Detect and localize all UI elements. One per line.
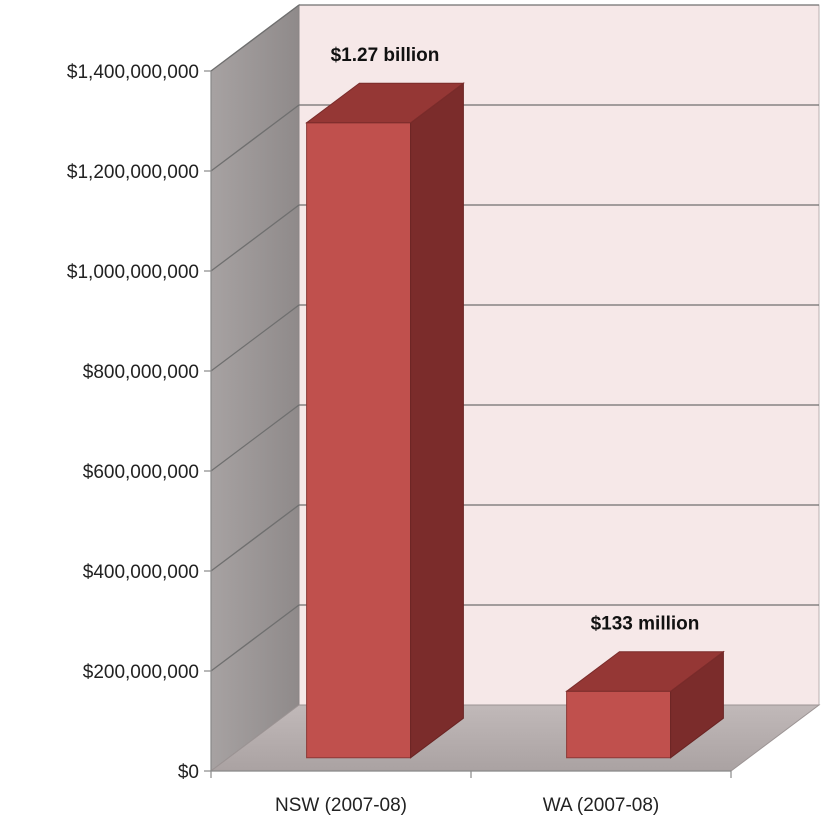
gridline-side-7	[210, 4, 300, 72]
y-tick-label: $1,000,000,000	[67, 262, 199, 283]
bar-0	[305, 82, 465, 759]
bar-side	[410, 82, 464, 759]
bar-front	[306, 122, 412, 759]
bar-1	[565, 650, 725, 759]
floor	[209, 704, 821, 772]
gridline-side-6	[210, 104, 300, 172]
data-label: $133 million	[591, 614, 700, 635]
bar-top	[565, 651, 725, 692]
bar-front	[566, 690, 672, 759]
side-wall	[210, 4, 300, 772]
y-tick-label: $400,000,000	[83, 562, 199, 583]
y-tick-label: $0	[178, 762, 199, 783]
data-label: $1.27 billion	[331, 45, 440, 66]
gridline-side-1	[210, 604, 300, 672]
chart-walls	[209, 4, 821, 772]
bar-top	[305, 82, 465, 124]
x-tick-label: NSW (2007-08)	[275, 795, 407, 816]
labels: $0 $200,000,000 $400,000,000 $600,000,000 $8…	[67, 45, 699, 816]
x-tick-label: WA (2007-08)	[543, 795, 660, 816]
y-tick-label: $800,000,000	[83, 362, 199, 383]
y-tick-label: $200,000,000	[83, 662, 199, 683]
y-tick-label: $1,200,000,000	[67, 162, 199, 183]
y-tick-label: $1,400,000,000	[67, 62, 199, 83]
gridline-side-3	[210, 404, 300, 472]
gridline-side-2	[210, 504, 300, 572]
bars	[305, 82, 725, 759]
y-tick-label: $600,000,000	[83, 462, 199, 483]
gridline-side-5	[210, 204, 300, 272]
axes	[204, 70, 732, 778]
gridline-side-4	[210, 304, 300, 372]
